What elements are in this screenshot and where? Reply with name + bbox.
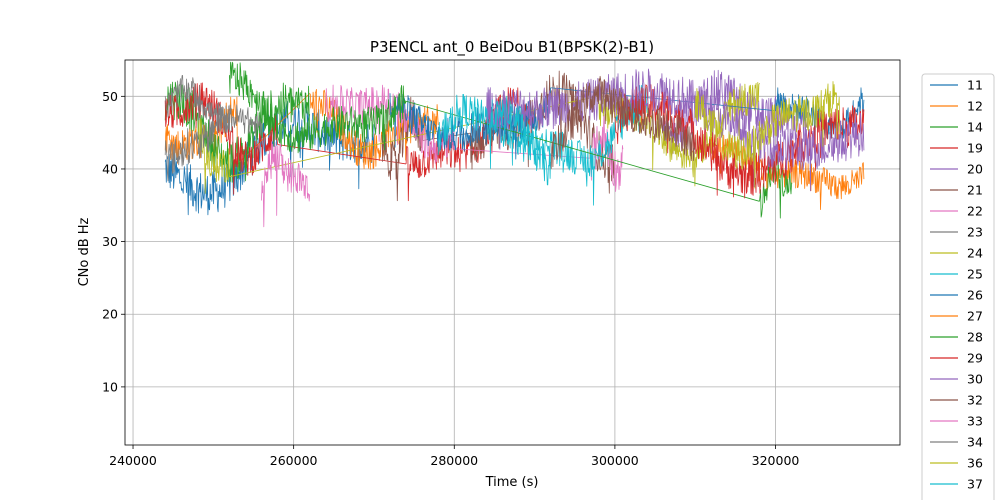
legend-label: 26 — [967, 288, 983, 303]
legend-label: 36 — [967, 456, 983, 471]
chart-title: P3ENCL ant_0 BeiDou B1(BPSK(2)-B1) — [370, 38, 654, 57]
series-28-line — [229, 61, 407, 154]
series-30-line — [486, 68, 865, 192]
y-axis-label: CNo dB Hz — [77, 217, 92, 286]
y-tick-label: 30 — [102, 234, 118, 249]
series-37 — [437, 94, 551, 186]
series-layer — [164, 61, 865, 228]
series-24-line — [196, 118, 230, 194]
plot-frame — [124, 59, 901, 446]
series-33 — [261, 141, 311, 228]
y-tick-label: 10 — [102, 379, 118, 394]
series-28-connector — [405, 100, 760, 202]
legend-label: 23 — [967, 225, 983, 240]
series-25-line — [494, 82, 648, 206]
legend-label: 21 — [967, 183, 983, 198]
legend-label: 29 — [967, 351, 983, 366]
legend-label: 28 — [967, 330, 983, 345]
x-tick-label: 300000 — [591, 453, 639, 468]
legend-label: 24 — [967, 246, 983, 261]
y-tick-label: 20 — [102, 307, 118, 322]
legend-label: 12 — [967, 99, 983, 114]
legend-label: 11 — [967, 78, 983, 93]
y-tick-label: 50 — [102, 89, 118, 104]
series-37-line — [437, 94, 551, 186]
series-32-line — [550, 75, 696, 169]
legend-label: 22 — [967, 204, 983, 219]
series-34 — [164, 101, 230, 182]
series-36-line — [694, 81, 841, 189]
x-tick-label: 320000 — [752, 453, 800, 468]
series-36 — [694, 81, 841, 189]
legend: 11 12 14 19 20 21 22 23 24 25 26 27 28 29 30 32 33 34 36 37 — [921, 73, 995, 500]
series-32 — [550, 75, 696, 169]
series-30 — [486, 68, 865, 192]
legend-label: 25 — [967, 267, 983, 282]
legend-label: 30 — [967, 372, 983, 387]
legend-label: 33 — [967, 414, 983, 429]
legend-label: 32 — [967, 393, 983, 408]
legend-label: 20 — [967, 162, 983, 177]
series-22-line — [590, 115, 624, 192]
legend-frame — [921, 73, 995, 500]
series-34-line — [164, 101, 230, 182]
y-tick-label: 40 — [102, 161, 118, 176]
x-tick-label: 260000 — [270, 453, 318, 468]
legend-label: 34 — [967, 435, 983, 450]
series-33-line — [261, 141, 311, 228]
x-axis-label: Time (s) — [485, 475, 539, 490]
x-tick-label: 240000 — [109, 453, 157, 468]
series-19-line — [164, 82, 278, 195]
x-tick-label: 280000 — [430, 453, 478, 468]
legend-label: 27 — [967, 309, 983, 324]
series-25 — [494, 82, 648, 206]
tick-layer: 240000 260000 280000 300000 320000 10 20 30 40 50 — [102, 89, 799, 468]
legend-label: 14 — [967, 120, 983, 135]
series-23-line — [164, 75, 262, 140]
series-23 — [164, 75, 262, 140]
legend-label: 37 — [967, 477, 983, 492]
legend-label: 19 — [967, 141, 983, 156]
